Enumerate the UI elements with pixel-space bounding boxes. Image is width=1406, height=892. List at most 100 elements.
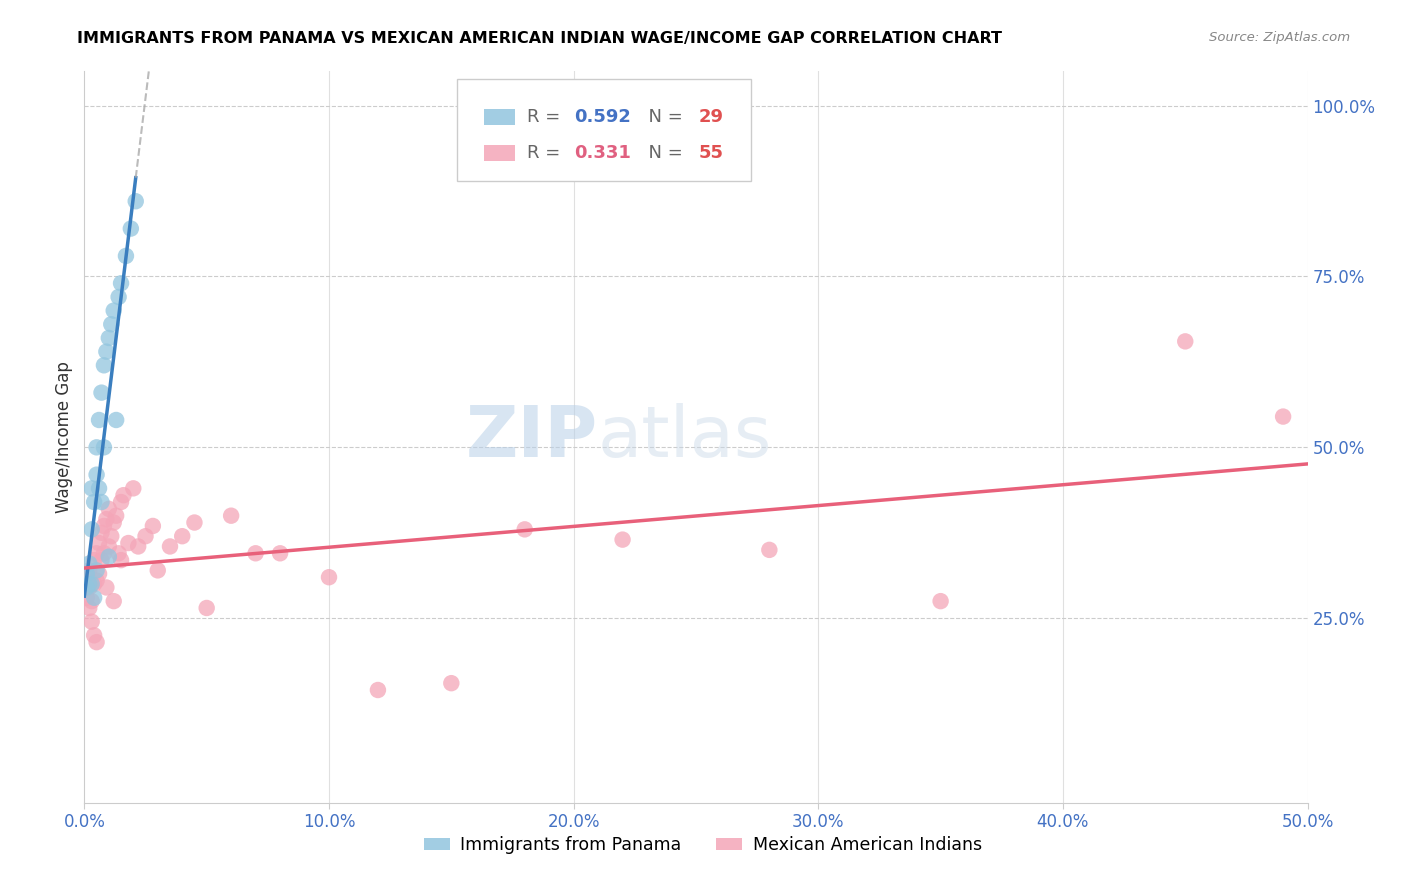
Point — [87, 566, 110, 581]
Point — [80, 577, 103, 591]
Point — [125, 194, 148, 209]
Point — [90, 385, 112, 400]
Point — [159, 540, 181, 554]
Point — [77, 577, 100, 591]
Point — [318, 570, 340, 584]
Point — [93, 546, 115, 560]
Point — [513, 522, 536, 536]
Point — [77, 581, 100, 595]
Point — [90, 525, 112, 540]
Point — [97, 331, 120, 345]
Point — [77, 563, 100, 577]
Text: R =: R = — [527, 145, 567, 162]
Point — [83, 591, 105, 605]
Point — [758, 542, 780, 557]
FancyBboxPatch shape — [457, 78, 751, 181]
Point — [120, 221, 142, 235]
Point — [80, 481, 103, 495]
Point — [76, 566, 98, 581]
Point — [103, 303, 125, 318]
Point — [90, 495, 112, 509]
Point — [86, 440, 108, 454]
Text: ZIP: ZIP — [465, 402, 598, 472]
Point — [83, 628, 105, 642]
Point — [142, 519, 165, 533]
Point — [100, 318, 122, 332]
Point — [76, 581, 98, 595]
Point — [93, 519, 115, 533]
Point — [87, 481, 110, 495]
Text: IMMIGRANTS FROM PANAMA VS MEXICAN AMERICAN INDIAN WAGE/INCOME GAP CORRELATION CH: IMMIGRANTS FROM PANAMA VS MEXICAN AMERIC… — [77, 31, 1002, 46]
Text: 0.331: 0.331 — [574, 145, 630, 162]
Point — [87, 413, 110, 427]
Point — [96, 512, 118, 526]
Text: N =: N = — [637, 145, 689, 162]
Point — [103, 516, 125, 530]
Point — [97, 540, 120, 554]
Point — [1272, 409, 1295, 424]
Y-axis label: Wage/Income Gap: Wage/Income Gap — [55, 361, 73, 513]
Point — [83, 495, 105, 509]
Text: 0.592: 0.592 — [574, 108, 630, 126]
Point — [86, 635, 108, 649]
Point — [135, 529, 157, 543]
Text: R =: R = — [527, 108, 567, 126]
Point — [97, 549, 120, 564]
Point — [76, 581, 98, 595]
Point — [96, 344, 118, 359]
Point — [76, 591, 98, 605]
Point — [86, 574, 108, 588]
Point — [80, 522, 103, 536]
Point — [93, 440, 115, 454]
Legend: Immigrants from Panama, Mexican American Indians: Immigrants from Panama, Mexican American… — [418, 830, 988, 861]
Point — [86, 467, 108, 482]
Point — [127, 540, 149, 554]
Point — [440, 676, 463, 690]
Point — [90, 553, 112, 567]
Point — [107, 290, 129, 304]
Point — [93, 359, 115, 373]
Point — [183, 516, 205, 530]
Point — [80, 615, 103, 629]
Point — [110, 553, 132, 567]
Point — [146, 563, 169, 577]
Point — [110, 495, 132, 509]
Point — [86, 546, 108, 560]
Point — [97, 501, 120, 516]
Text: 29: 29 — [699, 108, 724, 126]
Point — [269, 546, 291, 560]
Point — [83, 577, 105, 591]
Point — [87, 536, 110, 550]
Point — [77, 557, 100, 571]
Point — [76, 566, 98, 581]
Point — [195, 601, 218, 615]
Point — [1174, 334, 1197, 349]
FancyBboxPatch shape — [484, 145, 515, 161]
Point — [112, 488, 135, 502]
Point — [110, 277, 132, 291]
FancyBboxPatch shape — [484, 109, 515, 125]
Point — [105, 508, 128, 523]
Text: 55: 55 — [699, 145, 724, 162]
Point — [103, 594, 125, 608]
Point — [83, 553, 105, 567]
Point — [929, 594, 952, 608]
Point — [172, 529, 194, 543]
Point — [100, 529, 122, 543]
Point — [77, 601, 100, 615]
Point — [105, 413, 128, 427]
Point — [96, 581, 118, 595]
Text: Source: ZipAtlas.com: Source: ZipAtlas.com — [1209, 31, 1350, 45]
Point — [80, 594, 103, 608]
Point — [612, 533, 634, 547]
Point — [80, 577, 103, 591]
Point — [367, 683, 389, 698]
Point — [117, 536, 139, 550]
Point — [107, 546, 129, 560]
Text: N =: N = — [637, 108, 689, 126]
Point — [86, 563, 108, 577]
Point — [122, 481, 145, 495]
Point — [115, 249, 138, 263]
Point — [219, 508, 242, 523]
Point — [245, 546, 267, 560]
